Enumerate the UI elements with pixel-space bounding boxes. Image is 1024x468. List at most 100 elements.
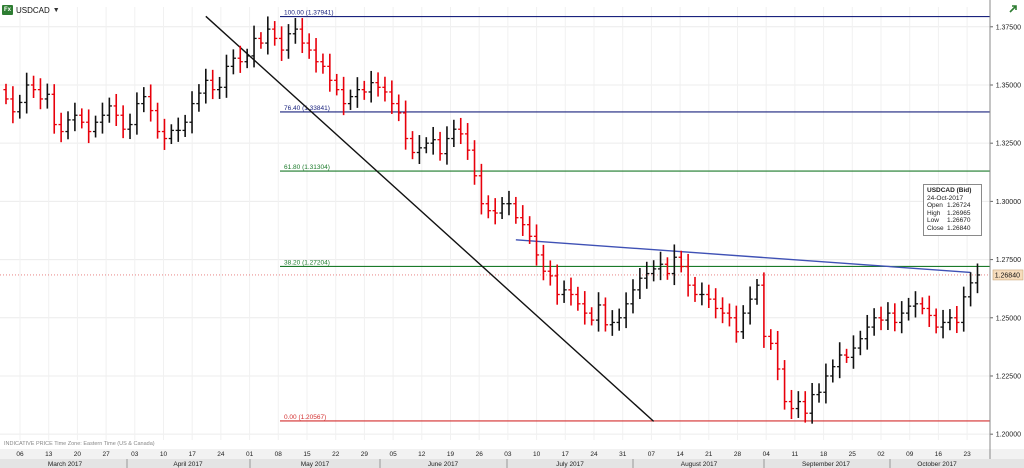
ohlc-bar bbox=[775, 330, 781, 381]
x-day-label: 06 bbox=[16, 451, 24, 458]
ohlc-bar bbox=[871, 308, 877, 336]
chevron-down-icon[interactable]: ▼ bbox=[52, 6, 60, 14]
ohlc-bar bbox=[279, 26, 285, 61]
ohlc-bar bbox=[265, 16, 271, 55]
ohlc-bar bbox=[237, 45, 243, 73]
last-price-tag-bg bbox=[992, 269, 1024, 281]
ohlc-bar bbox=[630, 279, 636, 314]
grid bbox=[0, 7, 990, 440]
x-day-label: 17 bbox=[562, 451, 570, 458]
ohlc-bar bbox=[58, 112, 64, 143]
ohlc-bar bbox=[210, 69, 216, 100]
ohlc-bar bbox=[644, 261, 650, 289]
x-day-label: 04 bbox=[763, 451, 771, 458]
ohlc-bar bbox=[396, 94, 402, 122]
legend-row-close: Close 1.26840 bbox=[927, 224, 971, 232]
ohlc-bar bbox=[44, 83, 50, 109]
ohlc-bar bbox=[148, 84, 154, 122]
ohlc-bar bbox=[892, 303, 898, 332]
ohlc-bar bbox=[368, 70, 374, 103]
x-day-label: 15 bbox=[303, 451, 311, 458]
x-day-label: 21 bbox=[705, 451, 713, 458]
ohlc-bar bbox=[451, 119, 457, 148]
ohlc-bar bbox=[974, 263, 981, 294]
legend-row-high: High 1.26965 bbox=[927, 209, 971, 217]
fib-label: 61.80 (1.31304) bbox=[284, 164, 330, 171]
ohlc-bar bbox=[285, 24, 292, 59]
legend-row-low: Low 1.26670 bbox=[927, 217, 971, 225]
x-day-label: 11 bbox=[792, 451, 799, 458]
ohlc-bar bbox=[713, 288, 719, 319]
symbol-label: USDCAD bbox=[16, 5, 50, 15]
ohlc-bar bbox=[361, 80, 367, 100]
ohlc-bar bbox=[423, 137, 429, 154]
ohlc-bar bbox=[175, 117, 181, 142]
ohlc-bar bbox=[51, 84, 57, 134]
ohlc-bar bbox=[609, 310, 615, 336]
ohlc-bar bbox=[706, 284, 712, 309]
x-day-label: 29 bbox=[361, 451, 369, 458]
ohlc-bar bbox=[843, 348, 850, 363]
ohlc-bar bbox=[444, 126, 450, 165]
ohlc-bar bbox=[651, 260, 657, 282]
x-day-label: 16 bbox=[935, 451, 943, 458]
x-day-label: 24 bbox=[217, 451, 225, 458]
ohlc-bar bbox=[134, 92, 140, 135]
ohlc-bar bbox=[837, 342, 843, 379]
x-day-label: 18 bbox=[820, 451, 828, 458]
ohlc-bar bbox=[589, 307, 595, 326]
ohlc-bar bbox=[582, 291, 588, 325]
ohlc-bar bbox=[685, 253, 691, 297]
ohlc-bar bbox=[533, 224, 540, 266]
ohlc-bar bbox=[788, 389, 795, 420]
ohlc-bar bbox=[527, 216, 533, 244]
ohlc-bar bbox=[347, 89, 354, 110]
x-day-label: 10 bbox=[160, 451, 168, 458]
ohlc-bar bbox=[623, 292, 629, 329]
ohlc-bar bbox=[216, 76, 223, 99]
ohlc-bar bbox=[106, 97, 112, 123]
ohlc-bar bbox=[306, 33, 312, 59]
ohlc-bar bbox=[141, 87, 147, 113]
x-month-label: March 2017 bbox=[48, 461, 83, 468]
trend-arrow-icon[interactable] bbox=[1009, 4, 1018, 15]
ohlc-bar bbox=[816, 383, 822, 403]
ohlc-bar bbox=[113, 93, 119, 127]
x-day-label: 31 bbox=[619, 451, 627, 458]
legend-date: 24-Oct-2017 bbox=[927, 194, 964, 202]
ohlc-bar bbox=[520, 205, 526, 236]
ohlc-bar bbox=[478, 163, 485, 215]
ohlc-bar bbox=[161, 118, 168, 150]
ohlc-bar bbox=[740, 305, 746, 339]
ohlc-bar bbox=[127, 113, 133, 140]
ohlc-bar bbox=[230, 49, 236, 75]
ohlc-bar bbox=[857, 330, 863, 356]
ohlc-bar bbox=[671, 244, 677, 286]
day-axis-band bbox=[0, 449, 1024, 459]
x-day-label: 26 bbox=[476, 451, 484, 458]
ohlc-bar bbox=[968, 272, 974, 307]
ohlc-bar bbox=[699, 282, 705, 306]
ohlc-bar bbox=[926, 295, 932, 327]
fib-label: 0.00 (1.20567) bbox=[284, 414, 326, 421]
ohlc-bar bbox=[17, 94, 23, 119]
x-day-label: 17 bbox=[189, 451, 197, 458]
ohlc-bar bbox=[65, 111, 71, 140]
ohlc-bar bbox=[203, 68, 209, 104]
ohlc-bar bbox=[795, 391, 801, 418]
trendline-downtrend bbox=[205, 15, 655, 422]
ohlc-bar bbox=[547, 260, 553, 286]
ohlc-bar bbox=[933, 308, 939, 334]
ohlc-bar bbox=[595, 292, 602, 332]
ohlc-bar bbox=[637, 267, 643, 300]
ohlc-bar bbox=[692, 276, 698, 302]
symbol-header[interactable]: Fx USDCAD ▼ bbox=[2, 3, 60, 17]
y-tick-label: 1.37500 bbox=[996, 24, 1021, 31]
fib-label: 38.20 (1.27204) bbox=[284, 259, 330, 266]
ohlc-bar bbox=[912, 291, 919, 318]
x-month-label: May 2017 bbox=[301, 461, 330, 468]
ohlc-bar bbox=[327, 53, 333, 92]
ohlc-bar bbox=[733, 305, 739, 343]
